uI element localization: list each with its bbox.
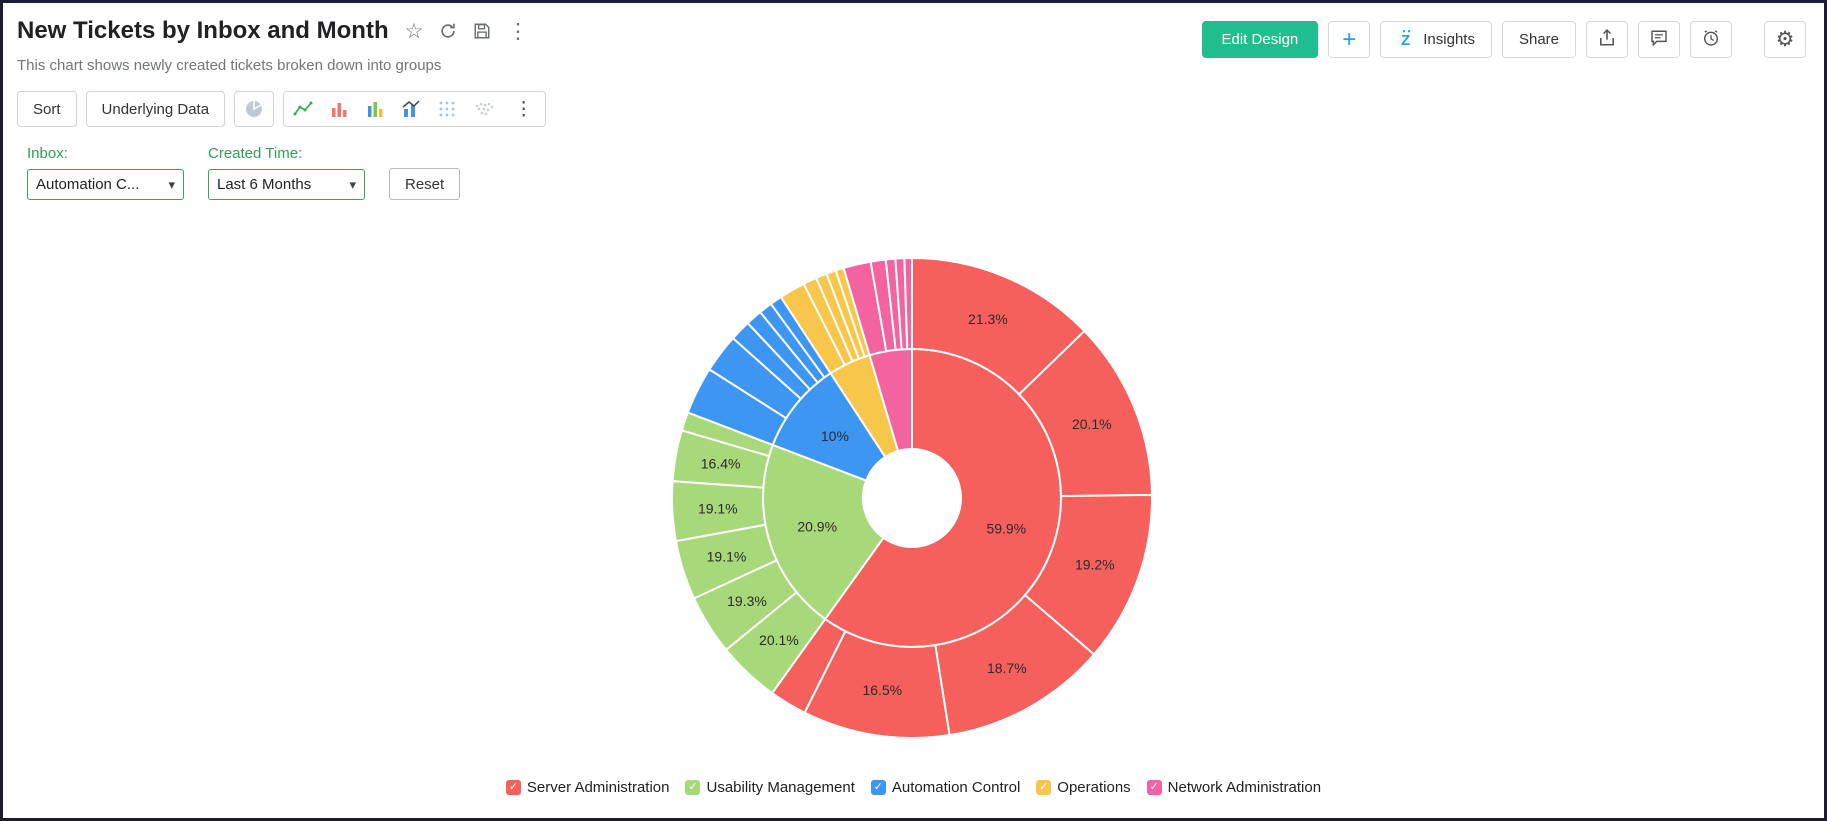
favorite-star-icon[interactable]: ☆ [404,19,424,43]
underlying-data-button[interactable]: Underlying Data [85,91,226,127]
slice-percent-label: 19.2% [1075,556,1115,572]
slice-percent-label: 19.1% [698,501,738,517]
legend-label: Operations [1057,779,1131,796]
slice-percent-label: 20.1% [759,632,799,648]
settings-button[interactable]: ⚙ [1764,21,1806,58]
created-time-filter: Created Time: Last 6 Months ▾ [208,145,365,200]
created-time-filter-label: Created Time: [208,145,303,162]
refresh-icon[interactable] [439,22,457,40]
slice-percent-label: 16.4% [701,456,741,472]
reset-button[interactable]: Reset [389,168,461,200]
slice-percent-label: 20.1% [1072,416,1112,432]
page-subtitle: This chart shows newly created tickets b… [17,57,442,74]
chart-toolbar: Sort Underlying Data [17,91,547,127]
sunburst-chart[interactable]: 59.9% 21.3% 20.1% 19.2% 18.7% 16.5% 20.9% 20.1%… [423,243,1403,753]
insights-label: Insights [1423,31,1475,48]
slice-percent-label: 21.3% [968,311,1008,327]
map-chart-icon[interactable] [472,98,496,120]
sort-button[interactable]: Sort [17,91,77,127]
legend-checkbox[interactable]: ✓ [1036,780,1052,795]
pie-chart-icon [243,98,265,120]
legend-checkbox[interactable]: ✓ [505,780,521,795]
pie-chart-type-button[interactable] [234,91,275,127]
export-icon [1598,28,1616,51]
legend-checkbox[interactable]: ✓ [685,780,701,795]
column-chart-icon[interactable] [364,98,386,120]
legend-item[interactable]: ✓ Network Administration [1146,779,1322,796]
edit-design-button[interactable]: Edit Design [1201,21,1319,58]
chart-type-strip: ⋮ [283,91,547,127]
inbox-filter-label: Inbox: [27,145,68,162]
chevron-down-icon: ▾ [168,176,175,192]
chevron-down-icon: ▾ [349,176,356,192]
scatter-chart-icon[interactable] [436,98,458,120]
legend-item[interactable]: ✓ Automation Control [870,779,1021,796]
slice-percent-label: 20.9% [797,519,837,535]
insights-button[interactable]: Z Insights [1380,21,1492,58]
page-title: New Tickets by Inbox and Month [17,17,389,44]
comment-icon [1650,29,1668,51]
save-icon[interactable] [473,22,491,40]
chart-legend: ✓ Server Administration ✓ Usability Managem… [3,779,1824,796]
svg-text:Z: Z [1401,32,1410,47]
zia-icon: Z [1397,29,1417,51]
legend-item[interactable]: ✓ Operations [1036,779,1131,796]
export-button[interactable] [1586,21,1628,58]
header: New Tickets by Inbox and Month ☆ ⋮ [17,17,528,45]
history-button[interactable] [1690,21,1732,58]
header-actions: Edit Design + Z Insights Share [1201,21,1806,58]
inbox-filter-value: Automation C... [36,176,140,193]
slice-percent-label: 59.9% [986,520,1026,536]
inbox-filter-select[interactable]: Automation C... ▾ [27,169,184,200]
created-time-filter-value: Last 6 Months [217,176,312,193]
add-button[interactable]: + [1328,21,1371,58]
more-options-icon[interactable]: ⋮ [507,19,529,43]
created-time-filter-select[interactable]: Last 6 Months ▾ [208,169,365,200]
inbox-filter: Inbox: Automation C... ▾ [27,145,184,200]
legend-label: Server Administration [526,779,670,796]
plus-icon: + [1342,25,1357,53]
slice-percent-label: 19.3% [727,593,767,609]
more-chart-types-icon[interactable]: ⋮ [514,98,534,120]
bar-chart-icon[interactable] [328,98,350,120]
share-button[interactable]: Share [1501,21,1576,58]
gear-icon: ⚙ [1775,28,1795,51]
slice-percent-label: 19.1% [707,549,747,565]
combo-chart-icon[interactable] [400,98,422,120]
slice-percent-label: 16.5% [862,682,902,698]
slice-percent-label: 18.7% [987,660,1027,676]
legend-label: Automation Control [891,779,1021,796]
legend-item[interactable]: ✓ Usability Management [685,779,855,796]
legend-label: Network Administration [1167,779,1322,796]
line-chart-icon[interactable] [292,98,314,120]
slice-percent-label: 10% [821,428,849,444]
filter-row: Inbox: Automation C... ▾ Created Time: L… [27,145,461,200]
legend-checkbox[interactable]: ✓ [870,780,886,795]
legend-checkbox[interactable]: ✓ [1146,780,1162,795]
clock-icon [1702,29,1720,51]
legend-item[interactable]: ✓ Server Administration [505,779,670,796]
comments-button[interactable] [1638,21,1680,58]
sunburst-outer-slice[interactable] [903,256,913,351]
legend-label: Usability Management [706,779,855,796]
